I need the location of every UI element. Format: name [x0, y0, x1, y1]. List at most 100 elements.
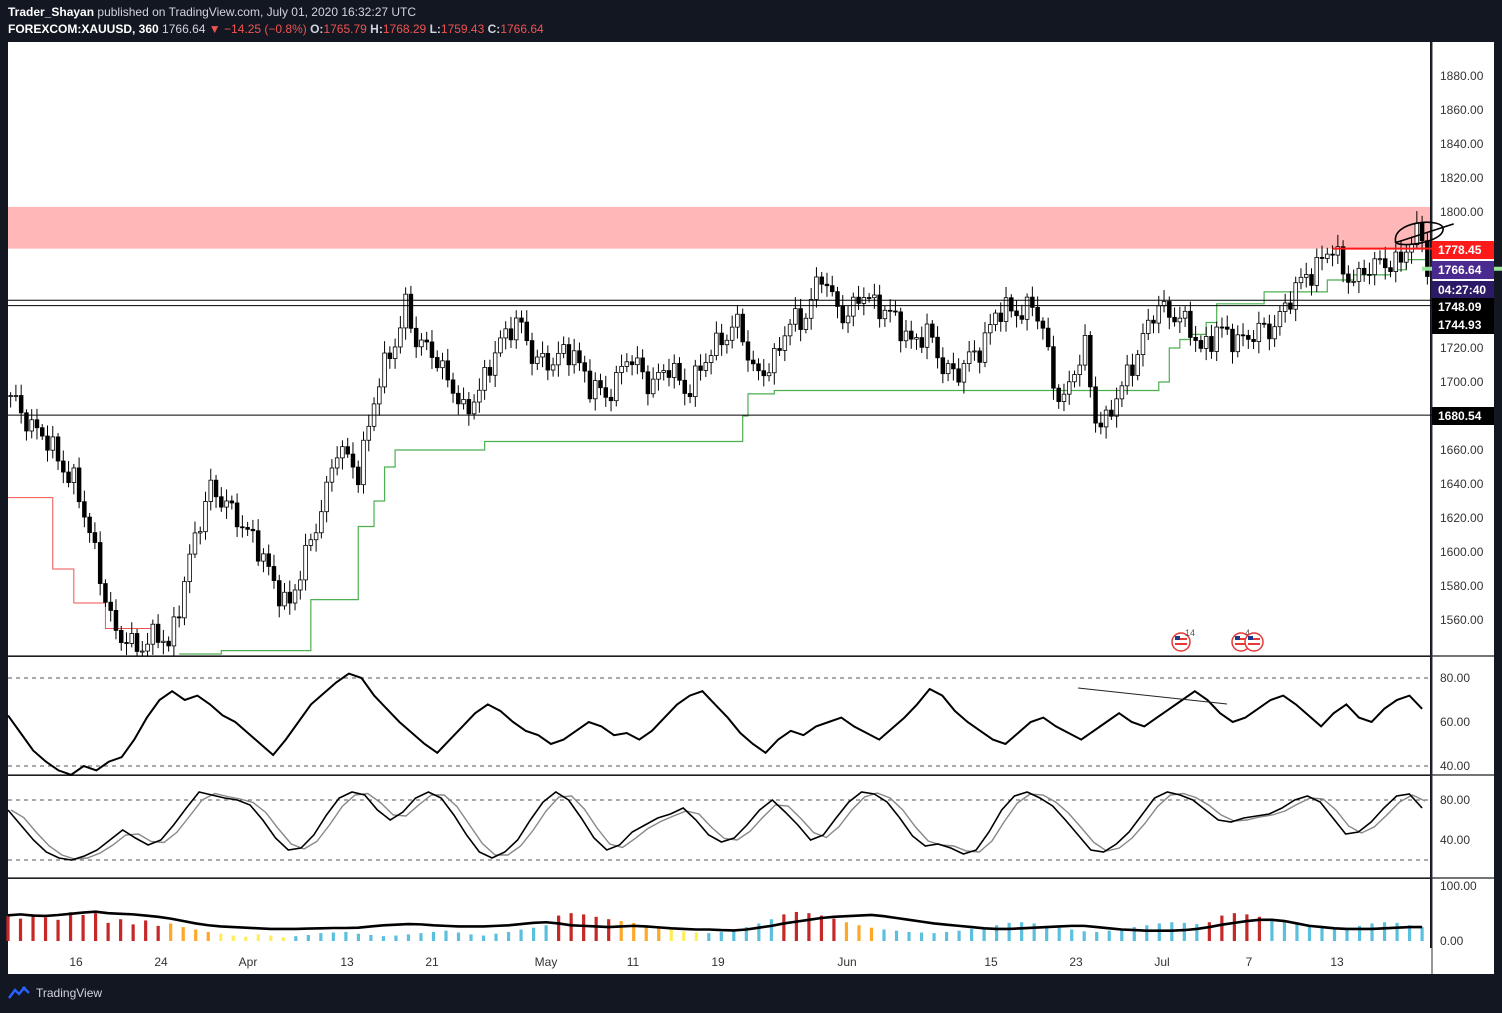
volume-bar: [1095, 931, 1099, 941]
candle-body: [1172, 316, 1177, 323]
volume-bar: [719, 931, 723, 941]
candle-body: [434, 357, 440, 369]
candle-body: [382, 352, 387, 388]
volume-bar: [869, 927, 874, 941]
stoch-panel-bg: [8, 776, 1430, 878]
volume-bar: [732, 929, 736, 941]
publish-line: Trader_Shayan published on TradingView.c…: [8, 5, 416, 19]
candle-body: [292, 589, 298, 604]
volume-bar: [1232, 913, 1236, 941]
candle-body: [824, 283, 830, 287]
candle-body: [1066, 381, 1072, 395]
price-badge-label: 1680.54: [1438, 409, 1482, 423]
candle-body: [271, 566, 277, 582]
candle-body: [1145, 319, 1151, 334]
footer-brand[interactable]: TradingView: [36, 986, 103, 1000]
candle-body: [587, 370, 593, 400]
volume-bar: [169, 923, 173, 941]
candle-body: [240, 526, 245, 529]
low-label: L:: [429, 22, 441, 36]
candle-body: [561, 344, 566, 354]
price-change: −14.25 (−0.8%): [224, 22, 307, 36]
time-tick-label: 19: [711, 955, 725, 969]
chart-panels: [8, 42, 1494, 974]
volume-bar: [1132, 927, 1136, 941]
candle-body: [1109, 409, 1114, 417]
candle-body: [8, 395, 13, 398]
candle-body: [908, 330, 914, 340]
candle-body: [914, 337, 919, 340]
candle-body: [735, 313, 740, 328]
volume-bar: [331, 932, 335, 941]
candle-body: [940, 357, 946, 375]
volume-bar: [431, 931, 436, 941]
flag-canton: [1235, 636, 1240, 640]
candle-body: [461, 399, 466, 405]
candle-body: [1082, 334, 1088, 366]
volume-bar: [1082, 931, 1086, 941]
volume-bar: [206, 931, 210, 941]
volume-bar: [919, 932, 924, 941]
candle-body: [993, 312, 998, 326]
candle-body: [1098, 422, 1104, 428]
annotation-circle: [1394, 221, 1454, 246]
candle-body: [671, 362, 677, 378]
candle-body: [155, 623, 161, 643]
candle-body: [498, 337, 503, 354]
candle-body: [550, 364, 556, 371]
stoch-tick-label: 80.00: [1440, 793, 1470, 807]
time-tick-label: 16: [69, 955, 83, 969]
candle-body: [303, 544, 308, 581]
candle-body: [1114, 398, 1119, 417]
candle-body: [387, 352, 393, 360]
volume-bar: [519, 929, 523, 941]
volume-tick-label: 100.00: [1440, 879, 1477, 893]
candle-body: [1303, 274, 1309, 278]
event-icons[interactable]: 14 4: [1171, 628, 1264, 652]
candle-body: [1177, 317, 1183, 323]
candle-body: [1346, 273, 1351, 283]
volume-bar: [1295, 924, 1299, 941]
time-tick-label: 24: [154, 955, 168, 969]
candle-body: [1372, 258, 1377, 276]
trailing-stop-red: [8, 497, 153, 629]
tradingview-logo-icon[interactable]: [8, 986, 30, 1000]
volume-bar: [932, 933, 936, 941]
candle-body: [445, 360, 451, 381]
candle-body: [1230, 328, 1235, 353]
volume-bar: [18, 918, 23, 941]
price-tick-label: 1720.00: [1440, 341, 1484, 355]
candle-body: [835, 291, 840, 307]
candle-body: [524, 321, 530, 342]
author-name[interactable]: Trader_Shayan: [8, 5, 95, 19]
candle-body: [1045, 327, 1051, 348]
candle-body: [1130, 364, 1135, 376]
candle-body: [503, 328, 508, 339]
volume-bar: [744, 927, 748, 941]
candle-body: [677, 362, 682, 381]
candle-body: [951, 363, 956, 370]
volume-bar: [632, 922, 636, 941]
candle-body: [140, 650, 145, 653]
candle-body: [898, 311, 903, 342]
candle-body: [355, 466, 361, 486]
flag-stripe: [1175, 638, 1187, 640]
candle-body: [129, 633, 135, 644]
candle-body: [793, 308, 798, 325]
footer: TradingView: [8, 986, 102, 1000]
volume-bar: [131, 924, 135, 941]
candle-body: [750, 359, 756, 365]
candle-body: [1072, 374, 1077, 383]
time-tick-label: May: [535, 955, 558, 969]
stoch-tick-label: 40.00: [1440, 833, 1470, 847]
candle-body: [682, 379, 688, 394]
candle-body: [829, 285, 835, 293]
volume-bar: [794, 911, 798, 941]
candle-body: [1061, 393, 1067, 402]
candle-body: [582, 362, 587, 372]
candle-body: [61, 460, 66, 473]
volume-bar: [944, 931, 949, 941]
candle-body: [719, 332, 724, 346]
candle-body: [930, 323, 935, 338]
